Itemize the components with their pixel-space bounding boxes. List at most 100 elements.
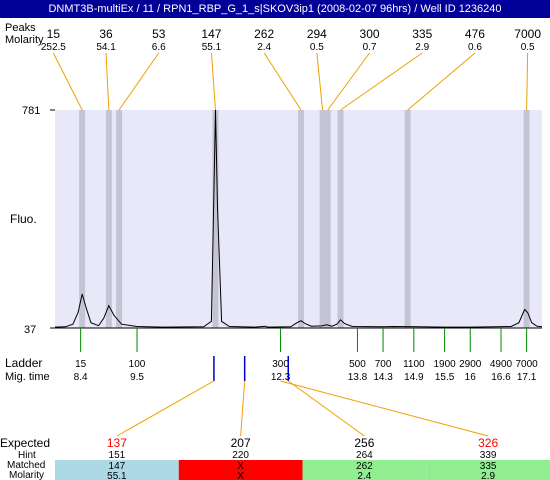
ladder-size-label: 100 bbox=[129, 359, 146, 370]
peak-leader-line bbox=[407, 52, 476, 111]
y-axis-label: Fluo. bbox=[10, 212, 37, 226]
peak-molarity-label: 55.1 bbox=[202, 42, 222, 53]
matched-row-label: Matched bbox=[7, 460, 45, 471]
expected-value: 207 bbox=[231, 436, 251, 450]
peak-band bbox=[79, 110, 86, 328]
molarity-table-row-label: Molarity bbox=[9, 470, 44, 480]
ladder-mig-label: 13.8 bbox=[348, 372, 368, 383]
peak-leader-line bbox=[263, 52, 302, 111]
expected-row-label: Expected bbox=[0, 436, 50, 450]
peak-molarity-label: 6.6 bbox=[152, 42, 166, 53]
ladder-markers: 15 8.4 100 9.5 300 12.3 500 13.8 700 14.3 1100 14.9… bbox=[74, 328, 538, 383]
y-min-label: 37 bbox=[24, 324, 36, 336]
electropherogram-chart: Peaks Molarity 781 37 Fluo. Ladder Mig. … bbox=[0, 22, 550, 480]
peak-leader-line bbox=[118, 52, 160, 111]
peak-bands bbox=[79, 110, 530, 328]
peak-leader-line bbox=[52, 52, 83, 111]
expected-leader-line bbox=[240, 380, 246, 437]
ladder-mig-label: 9.5 bbox=[130, 372, 144, 383]
molarity-row-label: Molarity bbox=[5, 34, 44, 46]
matched-value: 147 bbox=[109, 461, 126, 472]
peak-molarity-label: 252.5 bbox=[41, 42, 66, 53]
peak-size-label: 300 bbox=[360, 27, 380, 41]
hint-value: 339 bbox=[480, 450, 497, 461]
peak-band bbox=[116, 110, 123, 328]
ladder-mig-label: 14.9 bbox=[404, 372, 424, 383]
peak-size-label: 147 bbox=[201, 27, 221, 41]
expected-leader-lines bbox=[116, 380, 489, 437]
molarity-value: 2.4 bbox=[357, 471, 371, 480]
molarity-value: 2.9 bbox=[481, 471, 495, 480]
ladder-size-label: 700 bbox=[375, 359, 392, 370]
peak-leader-line bbox=[316, 52, 324, 111]
ladder-size-label: 4900 bbox=[490, 359, 513, 370]
expected-ticks bbox=[213, 356, 289, 381]
peak-size-label: 36 bbox=[99, 27, 113, 41]
peak-leader-line bbox=[340, 52, 423, 111]
hint-value: 220 bbox=[232, 450, 249, 461]
peak-size-label: 294 bbox=[307, 27, 327, 41]
hint-value: 264 bbox=[356, 450, 373, 461]
peak-band bbox=[324, 110, 331, 328]
matched-value: 335 bbox=[480, 461, 497, 472]
peak-size-label: 15 bbox=[47, 27, 61, 41]
ladder-size-label: 15 bbox=[75, 359, 87, 370]
peak-molarity-label: 2.4 bbox=[257, 42, 271, 53]
window-title: DNMT3B-multiEx / 11 / RPN1_RBP_G_1_s|SKO… bbox=[0, 0, 550, 18]
peak-molarity-label: 0.6 bbox=[468, 42, 482, 53]
ladder-mig-label: 17.1 bbox=[517, 372, 537, 383]
peak-size-label: 335 bbox=[412, 27, 432, 41]
ladder-mig-label: 14.3 bbox=[373, 372, 393, 383]
expected-table: Expected Hint Matched Molarity 137151147… bbox=[0, 436, 550, 480]
expected-leader-line bbox=[116, 380, 215, 437]
ladder-mig-label: 12.3 bbox=[271, 372, 291, 383]
hint-value: 151 bbox=[109, 450, 126, 461]
expected-cell-bg bbox=[178, 460, 303, 480]
expected-value: 256 bbox=[354, 436, 374, 450]
ladder-size-label: 300 bbox=[272, 359, 289, 370]
peak-band bbox=[319, 110, 326, 328]
molarity-value: 55.1 bbox=[107, 471, 127, 480]
molarity-value: X bbox=[237, 471, 244, 480]
expected-cell-bg bbox=[55, 460, 179, 480]
peak-band bbox=[298, 110, 305, 328]
expected-leader-line bbox=[287, 380, 365, 437]
expected-cell-bg bbox=[302, 460, 427, 480]
ladder-size-label: 2900 bbox=[459, 359, 482, 370]
hint-row-label: Hint bbox=[18, 450, 36, 461]
peak-band bbox=[105, 110, 112, 328]
peak-band bbox=[337, 110, 344, 328]
mig-time-row-label: Mig. time bbox=[5, 371, 50, 383]
peak-molarity-label: 54.1 bbox=[96, 42, 116, 53]
ladder-mig-label: 16.6 bbox=[491, 372, 511, 383]
peak-band bbox=[523, 110, 530, 328]
matched-value: X bbox=[237, 461, 244, 472]
expected-value: 326 bbox=[478, 436, 498, 450]
expected-cell-bg bbox=[426, 460, 550, 480]
peak-molarity-label: 2.9 bbox=[415, 42, 429, 53]
peaks-row-label: Peaks bbox=[5, 22, 36, 34]
expected-value: 137 bbox=[107, 436, 127, 450]
peak-size-label: 476 bbox=[465, 27, 485, 41]
peak-size-label: 53 bbox=[152, 27, 166, 41]
ladder-mig-label: 15.5 bbox=[435, 372, 455, 383]
expected-leader-line bbox=[280, 380, 489, 437]
fluorescence-trace bbox=[54, 109, 543, 328]
peak-band bbox=[404, 110, 411, 328]
peak-molarity-label: 0.7 bbox=[363, 42, 377, 53]
peak-leader-line bbox=[526, 52, 529, 111]
matched-value: 262 bbox=[356, 461, 373, 472]
ladder-size-label: 500 bbox=[349, 359, 366, 370]
peak-molarity-label: 0.5 bbox=[310, 42, 324, 53]
ladder-mig-label: 8.4 bbox=[74, 372, 88, 383]
ladder-size-label: 1100 bbox=[403, 359, 425, 370]
ladder-size-label: 7000 bbox=[515, 359, 538, 370]
peak-leader-line bbox=[105, 52, 110, 111]
ladder-row-label: Ladder bbox=[5, 356, 42, 370]
peak-size-label: 262 bbox=[254, 27, 274, 41]
ladder-size-label: 1900 bbox=[433, 359, 456, 370]
peak-leader-lines bbox=[52, 52, 529, 111]
peak-leader-line bbox=[210, 52, 216, 111]
